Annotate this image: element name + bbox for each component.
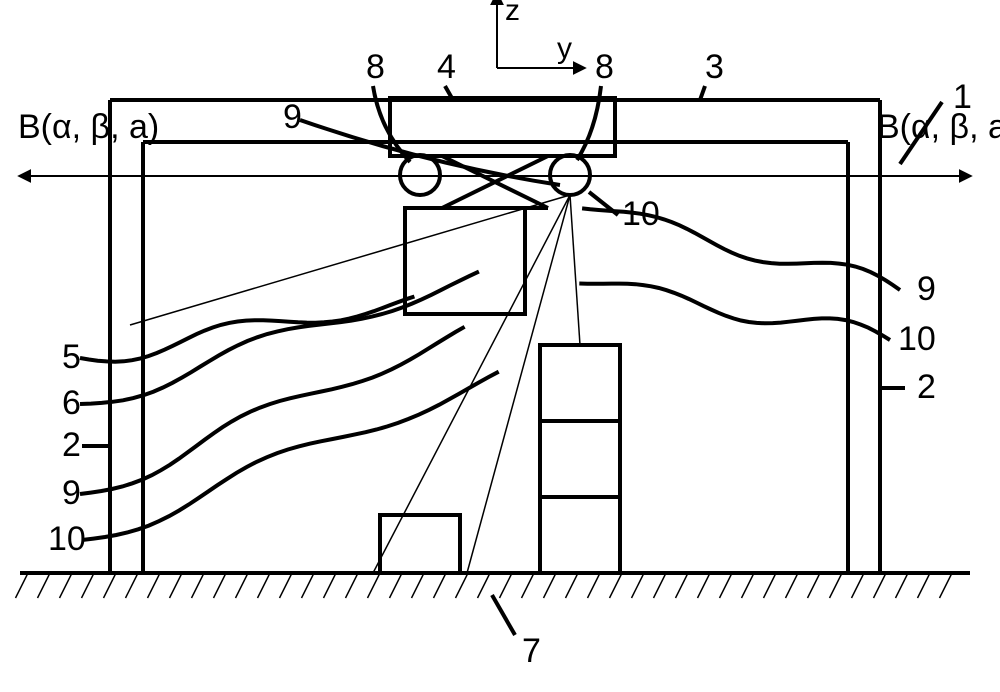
gantry-frame — [110, 100, 880, 573]
label-L2l: 2 — [62, 426, 110, 464]
label-L10b: 10 — [579, 284, 936, 359]
label-L10a: 10 — [589, 192, 660, 233]
label-L9b-text: 9 — [917, 270, 936, 308]
label-L9a-text: 9 — [283, 98, 302, 136]
label-L10l-text: 10 — [48, 520, 86, 558]
label-L7: 7 — [492, 595, 541, 670]
label-L6-text: 6 — [62, 384, 81, 422]
axis-y-label: y — [557, 32, 572, 65]
label-L2r-text: 2 — [917, 368, 936, 406]
b-label-left: B(α, β, a) — [18, 108, 159, 146]
label-L3-text: 3 — [705, 48, 724, 86]
label-L4: 4 — [437, 48, 456, 100]
ground — [16, 573, 971, 598]
label-L8b-text: 8 — [595, 48, 614, 86]
container-stacks — [380, 345, 620, 573]
label-L5-text: 5 — [62, 338, 81, 376]
label-L1-text: 1 — [953, 78, 972, 116]
label-L4-text: 4 — [437, 48, 456, 86]
label-L10a-text: 10 — [622, 195, 660, 233]
label-L8a-text: 8 — [366, 48, 385, 86]
label-L9c-text: 9 — [62, 474, 81, 512]
label-L7-text: 7 — [522, 632, 541, 670]
axis-z-label: z — [505, 0, 520, 27]
axes: zy — [497, 0, 584, 68]
label-L5: 5 — [62, 297, 414, 377]
label-L3: 3 — [700, 48, 724, 100]
b-label-right: B(α, β, a) — [877, 108, 1000, 146]
label-L2r: 2 — [880, 368, 936, 406]
label-L6: 6 — [62, 272, 479, 422]
label-L2l-text: 2 — [62, 426, 81, 464]
label-L10b-text: 10 — [898, 320, 936, 358]
